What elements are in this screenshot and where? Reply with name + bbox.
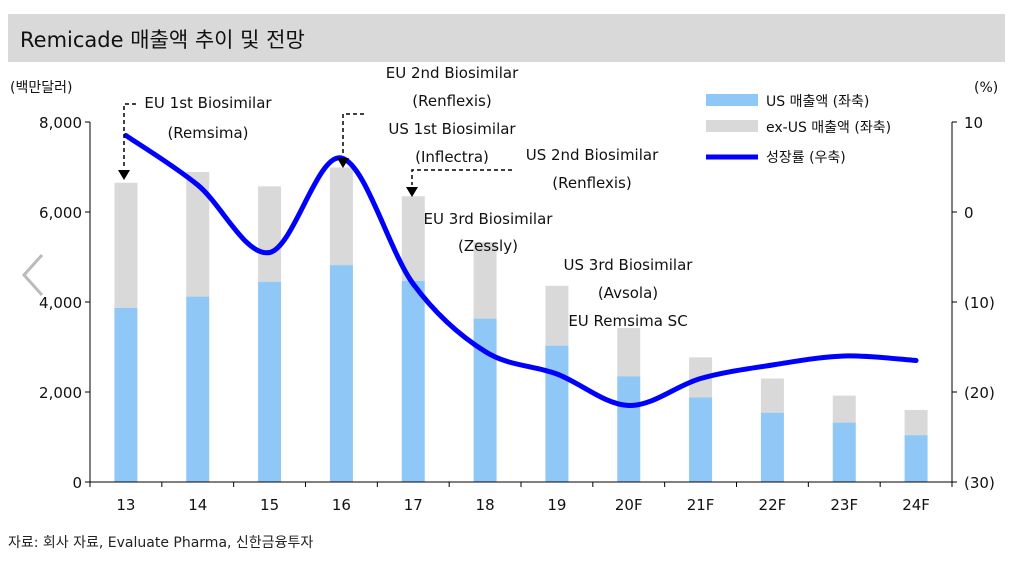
bar-exus <box>760 378 784 413</box>
bar-us <box>473 318 497 482</box>
bar-us <box>617 376 641 482</box>
previous-arrow-icon[interactable] <box>14 250 54 300</box>
annotation-leader-17 <box>411 169 512 185</box>
left-tick-label: 4,000 <box>39 294 82 312</box>
x-tick-label: 15 <box>260 496 279 514</box>
legend-us-swatch <box>706 94 758 106</box>
left-tick-label: 8,000 <box>39 114 82 132</box>
title-bar: Remicade 매출액 추이 및 전망 <box>8 14 1005 62</box>
growth-line <box>123 133 919 409</box>
bar-us <box>258 281 282 482</box>
bar-exus <box>114 182 138 308</box>
annotation-arrow-17 <box>406 187 418 197</box>
bar-exus <box>258 186 282 282</box>
source-note: 자료: 회사 자료, Evaluate Pharma, 신한금융투자 <box>8 535 314 551</box>
bar-exus <box>617 328 641 377</box>
bar-us <box>832 422 856 482</box>
annotation-eu-3rd: (Zessly) <box>458 237 518 255</box>
bar-us <box>760 412 784 482</box>
bar-us <box>904 435 928 482</box>
bar-us <box>329 265 353 482</box>
left-tick-label: 6,000 <box>39 204 82 222</box>
bar-us <box>114 307 138 482</box>
bar-exus <box>545 285 569 346</box>
bar-exus <box>186 171 210 297</box>
x-tick-label: 20F <box>615 496 643 514</box>
left-tick-label: 0 <box>72 474 82 492</box>
right-tick-label: (20) <box>964 384 995 402</box>
bar-us <box>186 296 210 482</box>
legend-exus-swatch <box>706 120 758 132</box>
right-tick-label: 0 <box>964 204 974 222</box>
left-tick-label: 2,000 <box>39 384 82 402</box>
annotation-eu-1st: (Remsima) <box>167 124 248 142</box>
bar-exus <box>904 410 928 436</box>
x-tick-label: 16 <box>332 496 351 514</box>
annotation-arrow-16 <box>337 158 349 168</box>
annotation-leader-16 <box>342 113 364 156</box>
bar-us <box>689 397 713 482</box>
x-tick-label: 14 <box>188 496 207 514</box>
x-tick-label: 13 <box>116 496 135 514</box>
x-tick-label: 21F <box>687 496 715 514</box>
x-tick-label: 19 <box>547 496 566 514</box>
annotation-eu2-us1: EU 2nd Biosimilar <box>386 64 519 82</box>
annotation-arrow-13 <box>118 170 130 180</box>
annotation-us-3rd: US 3rd Biosimilar <box>564 256 694 274</box>
x-tick-label: 17 <box>404 496 423 514</box>
right-tick-label: (30) <box>964 474 995 492</box>
left-axis-unit: (백만달러) <box>10 80 72 96</box>
x-tick-label: 18 <box>476 496 495 514</box>
annotation-leader-13 <box>123 103 136 168</box>
chart-title: Remicade 매출액 추이 및 전망 <box>20 28 305 52</box>
annotation-us-3rd: (Avsola) <box>598 284 658 302</box>
annotation-us-3rd: EU Remsima SC <box>568 312 687 330</box>
bar-exus <box>329 167 353 266</box>
legend-exus-label: ex-US 매출액 (좌축) <box>766 120 891 136</box>
annotation-us-2nd: (Renflexis) <box>552 174 631 192</box>
legend-growth-label: 성장률 (우축) <box>766 150 846 166</box>
annotation-eu-3rd: EU 3rd Biosimilar <box>424 210 554 228</box>
right-tick-label: 10 <box>964 114 983 132</box>
right-axis-unit: (%) <box>974 80 998 96</box>
annotation-eu-1st: EU 1st Biosimilar <box>144 94 272 112</box>
annotation-eu2-us1: US 1st Biosimilar <box>388 120 516 138</box>
right-tick-label: (10) <box>964 294 995 312</box>
bar-exus <box>832 395 856 423</box>
x-tick-label: 24F <box>902 496 930 514</box>
x-tick-label: 22F <box>759 496 787 514</box>
x-tick-label: 23F <box>830 496 858 514</box>
annotation-eu2-us1: (Inflectra) <box>415 148 489 166</box>
bar-us <box>545 345 569 482</box>
bar-exus <box>401 196 425 281</box>
legend-us-label: US 매출액 (좌축) <box>766 94 869 110</box>
bar-us <box>401 280 425 482</box>
bar-exus <box>473 242 497 319</box>
annotation-us-2nd: US 2nd Biosimilar <box>526 146 659 164</box>
annotation-eu2-us1: (Renflexis) <box>412 92 491 110</box>
